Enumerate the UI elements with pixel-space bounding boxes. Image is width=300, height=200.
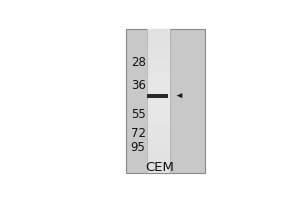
Bar — [147, 157, 170, 159]
Bar — [147, 119, 170, 121]
Bar — [147, 65, 170, 67]
Bar — [147, 148, 170, 150]
Bar — [147, 144, 170, 146]
Bar — [147, 153, 170, 155]
Text: CEM: CEM — [145, 161, 174, 174]
Bar — [147, 34, 170, 36]
Bar — [147, 96, 170, 97]
Bar — [147, 161, 170, 163]
Bar — [147, 30, 170, 32]
Bar — [147, 143, 170, 144]
Bar — [147, 146, 170, 148]
Bar — [147, 101, 170, 103]
Bar — [147, 106, 170, 108]
Bar — [147, 43, 170, 45]
Bar — [147, 39, 170, 41]
Bar — [147, 74, 170, 76]
Bar — [147, 38, 170, 39]
Bar — [147, 92, 170, 94]
Bar — [147, 155, 170, 157]
Bar — [147, 170, 170, 172]
Bar — [147, 117, 170, 119]
Bar — [147, 110, 170, 112]
Bar — [147, 63, 170, 65]
Bar — [147, 87, 170, 88]
Bar — [147, 97, 170, 99]
Bar — [147, 81, 170, 83]
Bar — [147, 56, 170, 58]
Bar — [147, 130, 170, 132]
Bar — [147, 45, 170, 47]
Bar — [147, 139, 170, 141]
Bar — [147, 72, 170, 74]
Bar — [147, 159, 170, 161]
Bar — [147, 128, 170, 130]
Bar — [147, 76, 170, 77]
Bar — [147, 126, 170, 128]
Bar — [147, 41, 170, 43]
Bar — [147, 135, 170, 137]
Bar — [147, 77, 170, 79]
Bar — [147, 88, 170, 90]
Text: 36: 36 — [131, 79, 146, 92]
Bar — [147, 132, 170, 134]
Bar — [147, 99, 170, 101]
Bar — [147, 67, 170, 68]
Bar — [147, 163, 170, 164]
Bar — [147, 134, 170, 135]
Bar — [147, 83, 170, 85]
Bar — [147, 94, 170, 96]
Text: 28: 28 — [131, 56, 146, 69]
Bar — [147, 103, 170, 105]
Bar — [147, 164, 170, 166]
Bar — [147, 123, 170, 125]
Bar — [147, 141, 170, 143]
Text: 55: 55 — [131, 108, 146, 121]
Bar — [147, 79, 170, 81]
Bar — [147, 112, 170, 114]
Bar — [147, 85, 170, 87]
Bar — [147, 94, 168, 98]
Bar — [147, 36, 170, 38]
Bar — [147, 61, 170, 63]
Bar — [147, 70, 170, 72]
Bar — [147, 172, 170, 173]
Bar — [126, 29, 205, 173]
Bar — [147, 54, 170, 56]
Bar — [147, 152, 170, 153]
Text: 95: 95 — [131, 141, 146, 154]
Bar — [147, 52, 170, 54]
Bar — [147, 58, 170, 59]
Bar — [147, 108, 170, 110]
Bar — [147, 47, 170, 49]
Bar — [147, 90, 170, 92]
Bar — [147, 166, 170, 168]
Bar — [147, 29, 170, 30]
Bar — [147, 115, 170, 117]
Bar — [147, 121, 170, 123]
Bar — [147, 32, 170, 34]
Bar — [147, 114, 170, 115]
Bar — [147, 68, 170, 70]
Bar — [147, 49, 170, 50]
Polygon shape — [176, 93, 182, 98]
Bar — [147, 137, 170, 139]
Bar — [147, 168, 170, 170]
Bar — [147, 59, 170, 61]
Bar — [147, 50, 170, 52]
Bar — [147, 150, 170, 152]
Bar — [147, 125, 170, 126]
Bar — [147, 105, 170, 106]
Text: 72: 72 — [130, 127, 146, 140]
